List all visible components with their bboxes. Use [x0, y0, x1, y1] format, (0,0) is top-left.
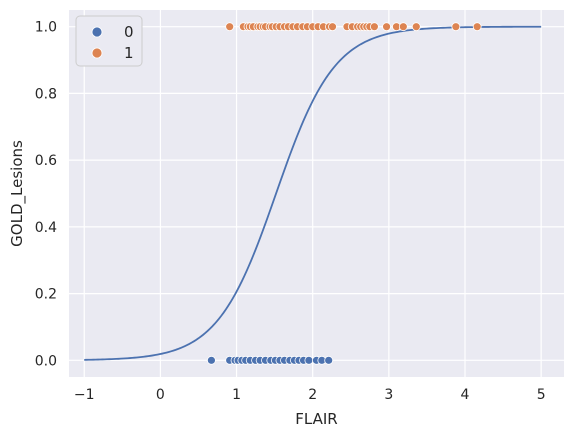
y-axis-label: GOLD_Lesions: [8, 140, 27, 247]
legend-label-0: 0: [124, 23, 134, 41]
x-tick-label: 4: [461, 387, 470, 403]
data-point-series-1: [225, 22, 235, 32]
legend-label-1: 1: [124, 44, 134, 62]
data-points: [207, 22, 482, 365]
x-tick-label: 5: [537, 387, 546, 403]
fitted-curve-layer: [84, 25, 542, 361]
y-axis-ticks: 0.0 0.2 0.4 0.6 0.8 1.0: [35, 20, 57, 370]
y-tick-label: 0.6: [35, 153, 57, 169]
y-tick-label: 0.8: [35, 86, 57, 102]
y-tick-label: 1.0: [35, 20, 57, 36]
y-tick-label: 0.0: [35, 353, 57, 369]
x-axis-ticks: −1 0 1 2 3 4 5: [74, 387, 546, 403]
x-axis-label: FLAIR: [295, 410, 337, 428]
data-point-series-0: [207, 355, 216, 365]
y-tick-label: 0.2: [35, 287, 57, 303]
x-tick-label: 2: [308, 387, 317, 403]
plot-background: [69, 10, 564, 377]
data-point-series-1: [369, 22, 379, 32]
legend-marker-1: [91, 47, 103, 59]
x-tick-label: 3: [384, 387, 393, 403]
y-tick-label: 0.4: [35, 220, 57, 236]
x-tick-label: 0: [156, 387, 165, 403]
data-point-series-1: [451, 22, 461, 32]
logistic-curve: [84, 25, 542, 361]
x-tick-label: −1: [74, 387, 95, 403]
x-tick-label: 1: [232, 387, 241, 403]
data-point-series-1: [328, 22, 337, 32]
legend-marker-0: [91, 26, 103, 38]
legend: 0 1: [75, 15, 143, 67]
data-point-series-0: [324, 355, 334, 365]
data-point-series-1: [398, 22, 408, 32]
data-point-series-1: [411, 22, 421, 32]
data-point-series-0: [304, 355, 314, 365]
data-point-series-1: [382, 22, 391, 32]
data-point-series-1: [472, 22, 482, 32]
